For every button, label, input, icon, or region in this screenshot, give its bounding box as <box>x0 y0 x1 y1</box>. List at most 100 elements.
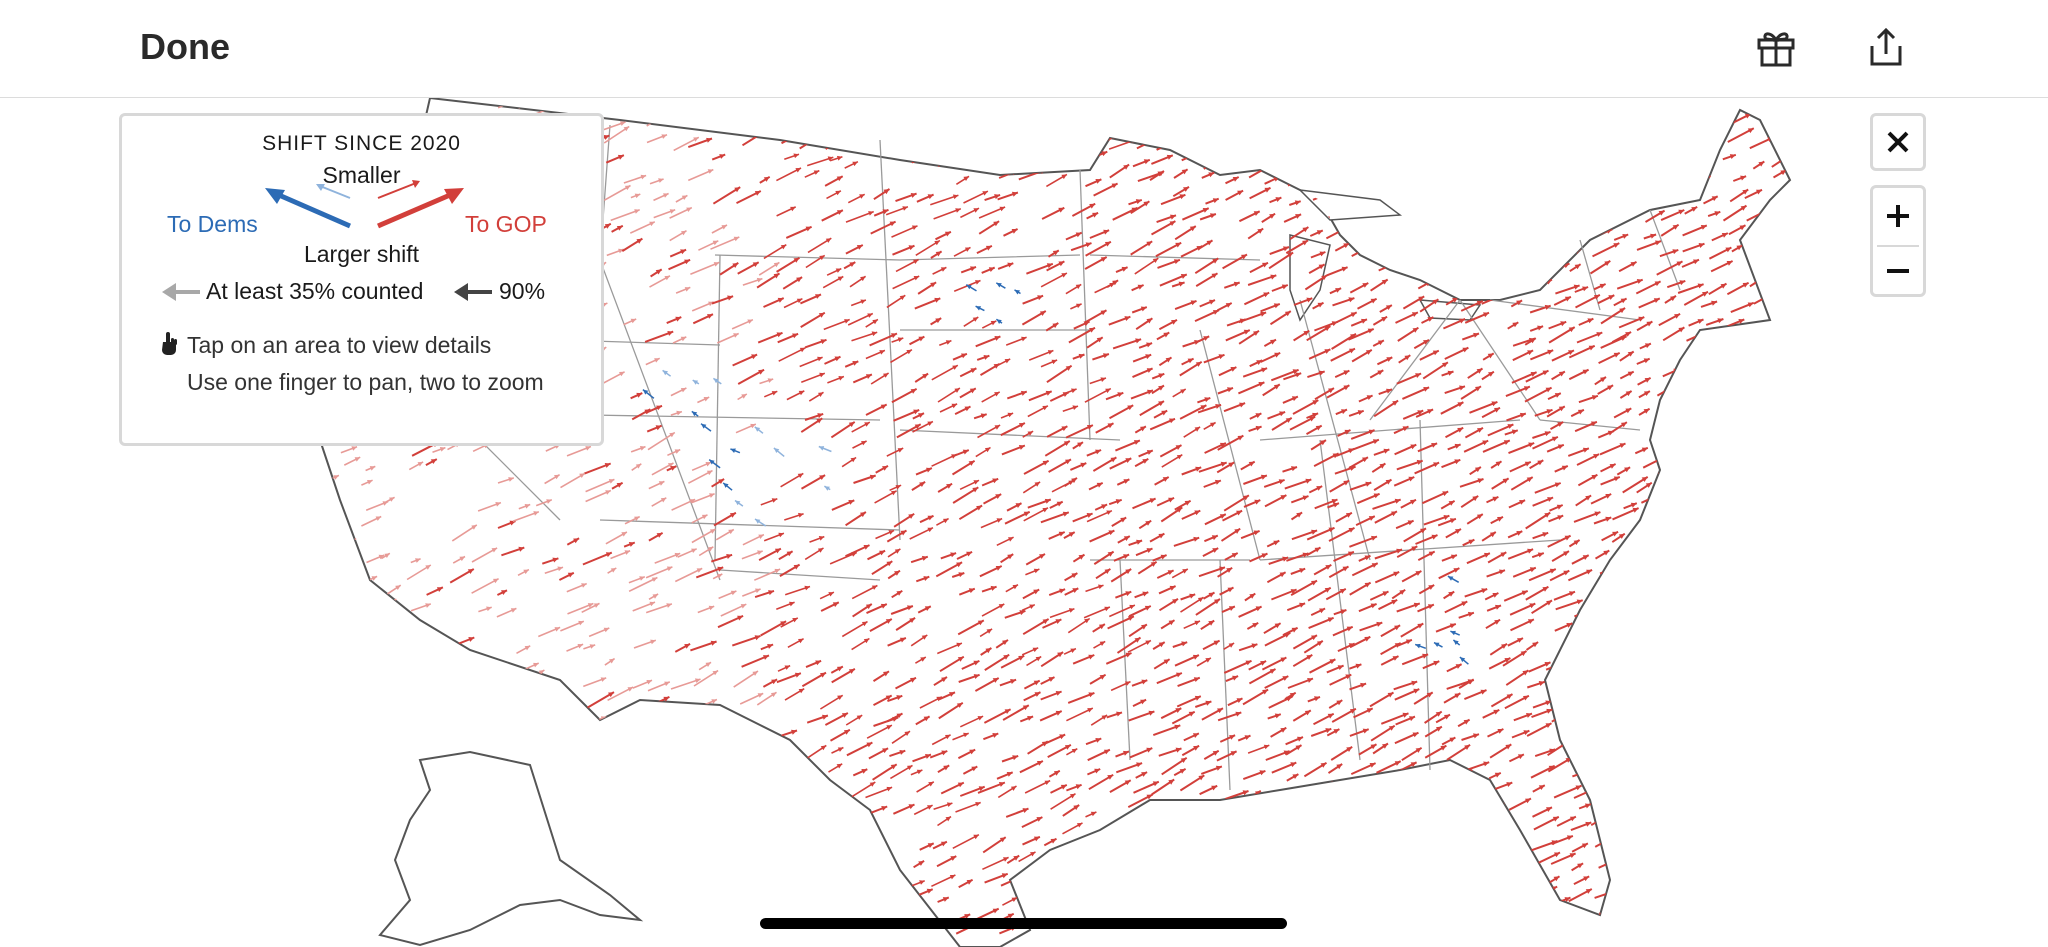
county-shift-arrow[interactable] <box>754 733 772 742</box>
county-shift-arrow[interactable] <box>1571 862 1584 872</box>
county-shift-arrow[interactable] <box>851 421 871 433</box>
county-shift-arrow[interactable] <box>1797 208 1823 220</box>
county-shift-arrow[interactable] <box>733 670 759 688</box>
county-shift-arrow[interactable] <box>1199 213 1217 221</box>
county-shift-arrow[interactable] <box>824 124 836 133</box>
county-shift-arrow[interactable] <box>1491 477 1510 490</box>
county-shift-arrow[interactable] <box>720 840 739 852</box>
county-shift-arrow[interactable] <box>734 877 750 886</box>
county-shift-arrow[interactable] <box>1348 327 1375 341</box>
county-shift-arrow[interactable] <box>939 403 958 413</box>
county-shift-arrow[interactable] <box>1657 186 1683 202</box>
county-shift-arrow[interactable] <box>1633 890 1651 899</box>
county-shift-arrow[interactable] <box>1591 703 1620 719</box>
county-shift-arrow[interactable] <box>1134 591 1149 599</box>
county-shift-arrow[interactable] <box>1546 443 1565 453</box>
county-shift-arrow[interactable] <box>1726 826 1739 836</box>
county-shift-arrow[interactable] <box>1620 616 1641 630</box>
county-shift-arrow[interactable] <box>1524 386 1553 403</box>
county-shift-arrow[interactable] <box>1638 297 1661 309</box>
county-shift-arrow[interactable] <box>1772 105 1795 116</box>
county-shift-arrow[interactable] <box>1217 566 1233 578</box>
county-shift-arrow[interactable] <box>1018 851 1036 863</box>
county-shift-arrow[interactable] <box>694 927 712 936</box>
county-shift-arrow[interactable] <box>1423 514 1450 526</box>
county-shift-arrow[interactable] <box>404 103 425 113</box>
county-shift-arrow[interactable] <box>981 603 1005 617</box>
county-shift-arrow[interactable] <box>1391 172 1414 184</box>
county-shift-arrow[interactable] <box>666 316 682 325</box>
county-shift-arrow[interactable] <box>892 275 920 290</box>
county-shift-arrow[interactable] <box>1636 320 1653 332</box>
county-shift-arrow[interactable] <box>1621 825 1638 836</box>
county-shift-arrow[interactable] <box>1198 104 1217 115</box>
county-shift-arrow[interactable] <box>1510 618 1535 632</box>
county-shift-arrow[interactable] <box>1590 493 1612 505</box>
county-shift-arrow[interactable] <box>820 601 840 612</box>
county-shift-arrow[interactable] <box>1131 679 1148 687</box>
county-shift-arrow[interactable] <box>1095 422 1114 434</box>
county-shift-arrow[interactable] <box>1765 622 1779 633</box>
county-shift-arrow[interactable] <box>1754 853 1781 869</box>
county-shift-arrow[interactable] <box>1705 500 1720 511</box>
county-shift-arrow[interactable] <box>1446 743 1471 761</box>
county-shift-arrow[interactable] <box>1598 351 1621 365</box>
county-shift-arrow[interactable] <box>1574 750 1597 763</box>
county-shift-arrow[interactable] <box>1678 172 1698 183</box>
county-shift-arrow[interactable] <box>1332 297 1355 307</box>
county-shift-arrow[interactable] <box>1775 750 1797 760</box>
county-shift-arrow[interactable] <box>1419 298 1439 313</box>
county-shift-arrow[interactable] <box>1415 534 1438 545</box>
county-shift-arrow[interactable] <box>599 750 628 763</box>
county-shift-arrow[interactable] <box>954 405 971 415</box>
county-shift-arrow[interactable] <box>1116 838 1131 849</box>
county-shift-arrow[interactable] <box>851 138 881 150</box>
county-shift-arrow[interactable] <box>872 763 898 781</box>
county-shift-arrow[interactable] <box>1372 339 1385 347</box>
county-shift-arrow[interactable] <box>610 550 631 560</box>
county-shift-arrow[interactable] <box>754 589 775 599</box>
county-shift-arrow[interactable] <box>1463 223 1485 235</box>
county-shift-arrow[interactable] <box>607 686 634 702</box>
county-shift-arrow[interactable] <box>995 318 1003 324</box>
county-shift-arrow[interactable] <box>1796 100 1817 108</box>
county-shift-arrow[interactable] <box>886 131 910 142</box>
county-shift-arrow[interactable] <box>760 767 777 777</box>
county-shift-arrow[interactable] <box>1240 460 1256 471</box>
county-shift-arrow[interactable] <box>610 209 640 222</box>
county-shift-arrow[interactable] <box>1486 604 1502 612</box>
county-shift-arrow[interactable] <box>1619 584 1645 598</box>
county-shift-arrow[interactable] <box>975 907 1000 921</box>
county-shift-arrow[interactable] <box>1127 793 1153 808</box>
county-shift-arrow[interactable] <box>1682 741 1709 759</box>
county-shift-arrow[interactable] <box>1682 677 1697 686</box>
county-shift-arrow[interactable] <box>1370 840 1391 852</box>
county-shift-arrow[interactable] <box>1045 882 1060 890</box>
county-shift-arrow[interactable] <box>739 692 764 705</box>
county-shift-arrow[interactable] <box>1749 748 1775 764</box>
county-shift-arrow[interactable] <box>1240 529 1260 540</box>
county-shift-arrow[interactable] <box>959 152 988 167</box>
county-shift-arrow[interactable] <box>1418 910 1434 918</box>
county-shift-arrow[interactable] <box>1242 769 1266 781</box>
county-shift-arrow[interactable] <box>1310 439 1327 451</box>
county-shift-arrow[interactable] <box>367 598 397 612</box>
county-shift-arrow[interactable] <box>1748 620 1773 633</box>
county-shift-arrow[interactable] <box>1616 278 1644 290</box>
county-shift-arrow[interactable] <box>1040 690 1062 701</box>
county-shift-arrow[interactable] <box>779 563 801 577</box>
county-shift-arrow[interactable] <box>1528 568 1557 582</box>
county-shift-arrow[interactable] <box>1157 258 1181 269</box>
county-shift-arrow[interactable] <box>1525 585 1549 601</box>
county-shift-arrow[interactable] <box>478 606 492 613</box>
county-shift-arrow[interactable] <box>693 669 719 687</box>
county-shift-arrow[interactable] <box>1615 870 1635 884</box>
county-shift-arrow[interactable] <box>1795 428 1809 437</box>
county-shift-arrow[interactable] <box>980 517 1003 529</box>
county-shift-arrow[interactable] <box>809 535 825 543</box>
county-shift-arrow[interactable] <box>1748 816 1769 831</box>
county-shift-arrow[interactable] <box>959 367 977 378</box>
county-shift-arrow[interactable] <box>1325 588 1347 601</box>
county-shift-arrow[interactable] <box>1526 722 1552 737</box>
county-shift-arrow[interactable] <box>952 486 979 504</box>
